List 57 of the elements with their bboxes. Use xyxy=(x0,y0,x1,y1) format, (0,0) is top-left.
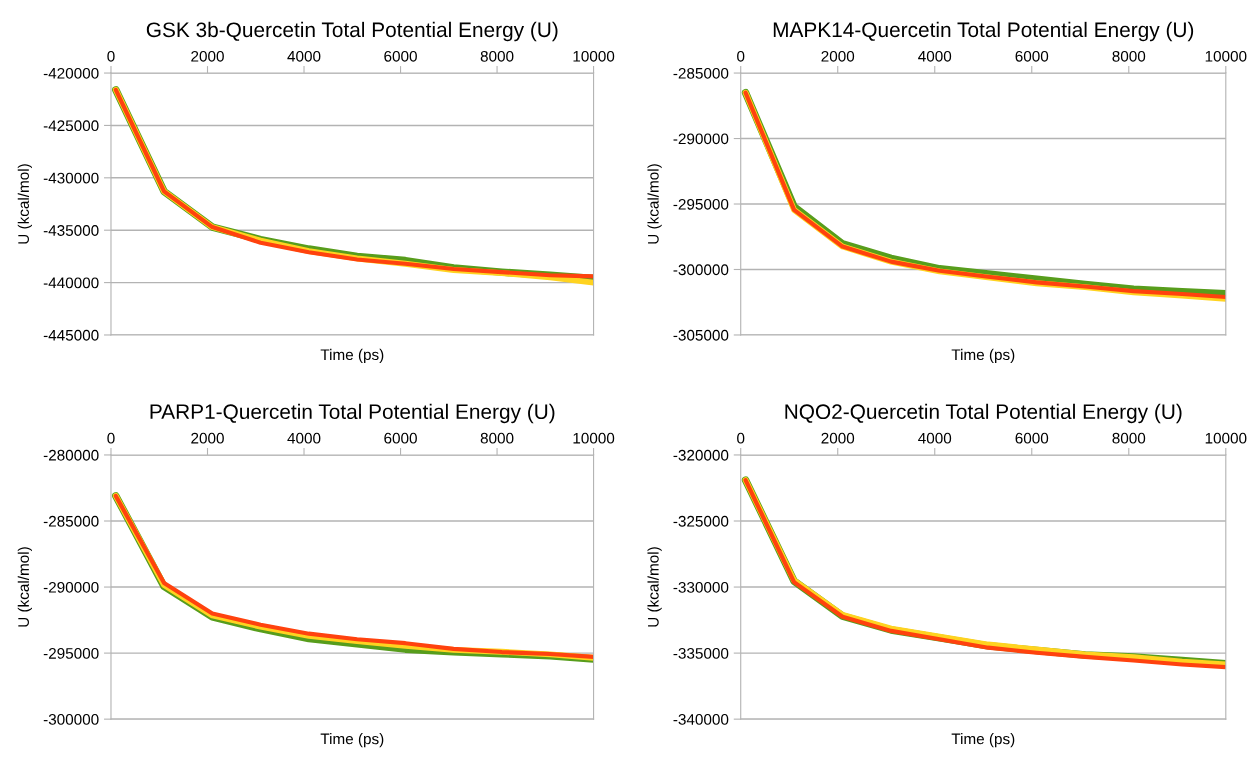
y-tick-label: -420000 xyxy=(43,67,99,79)
x-tick-label: 8000 xyxy=(480,50,514,62)
chart-title: PARP1-Quercetin Total Potential Energy (U) xyxy=(150,403,555,424)
x-tick-label: 2000 xyxy=(191,50,224,62)
x-tick-label: 8000 xyxy=(480,432,514,444)
y-tick-label: -305000 xyxy=(673,329,729,341)
chart-title: GSK 3b-Quercetin Total Potential Energy (U) xyxy=(146,21,558,42)
x-tick-label: 2000 xyxy=(821,432,855,444)
y-tick-label: -330000 xyxy=(673,581,729,593)
y-tick-label: -445000 xyxy=(43,329,99,341)
x-tick-label: 8000 xyxy=(1112,432,1146,444)
y-tick-label: -300000 xyxy=(43,714,99,725)
x-tick-label: 10000 xyxy=(1205,432,1247,444)
x-tick-label: 0 xyxy=(107,50,115,62)
x-tick-label: 10000 xyxy=(1205,50,1247,62)
x-tick-label: 0 xyxy=(737,50,745,62)
x-tick-label: 6000 xyxy=(384,432,417,444)
x-tick-label: 4000 xyxy=(287,50,321,62)
x-tick-label: 0 xyxy=(107,432,115,444)
y-tick-label: -430000 xyxy=(43,172,99,184)
y-tick-label: -425000 xyxy=(43,120,99,132)
x-tick-label: 6000 xyxy=(384,50,417,62)
y-tick-label: -340000 xyxy=(673,714,729,725)
chart-title: NQO2-Quercetin Total Potential Energy (U) xyxy=(785,403,1182,424)
y-tick-label: -325000 xyxy=(673,515,729,527)
y-tick-label: -285000 xyxy=(673,67,729,79)
x-axis-title: Time (ps) xyxy=(951,348,1015,364)
chart-title: MAPK14-Quercetin Total Potential Energy (U) xyxy=(773,21,1194,42)
x-tick-label: 6000 xyxy=(1015,432,1049,444)
x-tick-label: 2000 xyxy=(821,50,855,62)
y-tick-label: -300000 xyxy=(673,264,729,276)
x-tick-label: 2000 xyxy=(191,432,224,444)
y-axis-title: U (kcal/mol) xyxy=(647,547,662,627)
y-tick-label: -440000 xyxy=(43,277,99,289)
x-tick-label: 0 xyxy=(737,432,745,444)
y-tick-label: -295000 xyxy=(673,198,729,210)
y-tick-label: -335000 xyxy=(673,647,729,659)
x-tick-label: 4000 xyxy=(918,50,952,62)
y-tick-label: -290000 xyxy=(43,581,99,593)
x-tick-label: 6000 xyxy=(1015,50,1049,62)
y-tick-label: -280000 xyxy=(43,449,99,461)
y-tick-label: -320000 xyxy=(673,449,729,461)
x-tick-label: 8000 xyxy=(1112,50,1146,62)
y-axis-title: U (kcal/mol) xyxy=(647,164,662,244)
y-tick-label: -435000 xyxy=(43,225,99,236)
x-tick-label: 4000 xyxy=(918,432,952,444)
y-axis-title: U (kcal/mol) xyxy=(17,547,32,627)
x-axis-title: Time (ps) xyxy=(320,733,384,748)
x-tick-label: 10000 xyxy=(573,432,615,444)
y-axis-title: U (kcal/mol) xyxy=(17,164,32,244)
x-axis-title: Time (ps) xyxy=(951,733,1015,748)
x-tick-label: 10000 xyxy=(573,50,615,62)
x-axis-title: Time (ps) xyxy=(320,348,384,364)
y-tick-label: -295000 xyxy=(43,647,99,659)
y-tick-label: -290000 xyxy=(673,133,729,145)
y-tick-label: -285000 xyxy=(43,515,99,527)
x-tick-label: 4000 xyxy=(287,432,321,444)
